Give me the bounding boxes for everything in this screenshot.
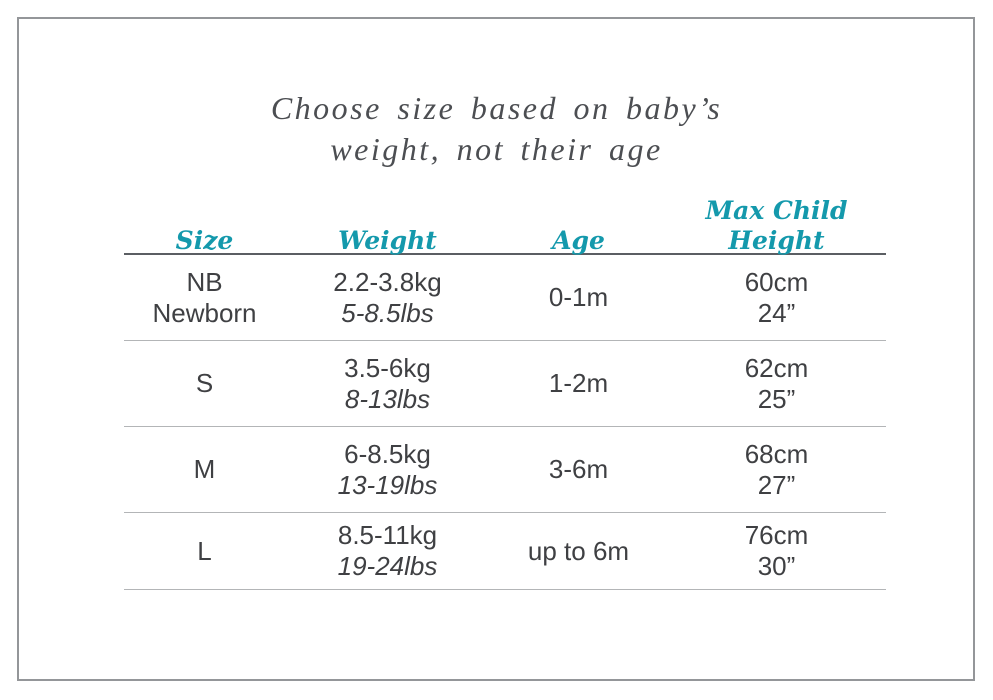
size-chart-table: Size Weight Age Max Child Height NB Newb… xyxy=(124,196,886,590)
weight-cell: 3.5-6kg 8-13lbs xyxy=(285,341,490,426)
table-header-row: Size Weight Age Max Child Height xyxy=(124,196,886,255)
weight-lbs: 5-8.5lbs xyxy=(341,297,434,328)
height-inches: 25” xyxy=(757,383,796,414)
weight-cell: 8.5-11kg 19-24lbs xyxy=(285,513,490,589)
age-value: up to 6m xyxy=(527,535,630,566)
age-cell: 3-6m xyxy=(490,427,667,512)
height-cm: 76cm xyxy=(744,520,809,550)
age-cell: up to 6m xyxy=(490,513,667,589)
age-cell: 1-2m xyxy=(490,341,667,426)
height-cm: 60cm xyxy=(744,266,809,297)
table-row-small: S 3.5-6kg 8-13lbs 1-2m 62cm 25” xyxy=(124,341,886,427)
table-row-newborn: NB Newborn 2.2-3.8kg 5-8.5lbs 0-1m 60cm … xyxy=(124,255,886,341)
weight-kg: 2.2-3.8kg xyxy=(333,266,442,297)
size-cell: L xyxy=(124,513,285,589)
height-cm: 68cm xyxy=(744,438,809,469)
age-value: 3-6m xyxy=(548,454,609,484)
title-line-1: Choose size based on baby’s xyxy=(270,90,723,126)
size-code: S xyxy=(195,368,214,398)
size-code: M xyxy=(193,454,216,484)
weight-kg: 8.5-11kg xyxy=(337,520,438,550)
age-cell: 0-1m xyxy=(490,255,667,340)
height-inches: 30” xyxy=(757,551,796,581)
height-inches: 27” xyxy=(757,469,796,500)
weight-cell: 6-8.5kg 13-19lbs xyxy=(285,427,490,512)
page-title: Choose size based on baby’s weight, not … xyxy=(0,88,993,170)
column-header-weight: Weight xyxy=(338,226,437,255)
size-code: L xyxy=(197,535,212,566)
column-header-age: Age xyxy=(552,226,605,255)
height-cell: 68cm 27” xyxy=(667,427,886,512)
title-line-2: weight, not their age xyxy=(330,131,663,167)
column-header-size: Size xyxy=(175,226,234,255)
height-cell: 62cm 25” xyxy=(667,341,886,426)
weight-kg: 3.5-6kg xyxy=(344,352,431,383)
height-cell: 76cm 30” xyxy=(667,513,886,589)
weight-kg: 6-8.5kg xyxy=(344,438,431,469)
height-cell: 60cm 24” xyxy=(667,255,886,340)
size-cell: S xyxy=(124,341,285,426)
weight-cell: 2.2-3.8kg 5-8.5lbs xyxy=(285,255,490,340)
weight-lbs: 8-13lbs xyxy=(344,383,431,414)
table-row-medium: M 6-8.5kg 13-19lbs 3-6m 68cm 27” xyxy=(124,427,886,513)
size-cell: M xyxy=(124,427,285,512)
age-value: 0-1m xyxy=(548,282,609,312)
height-inches: 24” xyxy=(757,297,796,328)
age-value: 1-2m xyxy=(548,368,609,398)
column-header-max-height: Max Child Height xyxy=(705,196,848,255)
table-row-large: L 8.5-11kg 19-24lbs up to 6m 76cm 30” xyxy=(124,513,886,590)
weight-lbs: 13-19lbs xyxy=(337,469,438,500)
size-label: Newborn xyxy=(152,297,257,328)
size-cell: NB Newborn xyxy=(124,255,285,340)
height-cm: 62cm xyxy=(744,352,809,383)
size-code: NB xyxy=(186,266,223,297)
weight-lbs: 19-24lbs xyxy=(337,551,438,581)
